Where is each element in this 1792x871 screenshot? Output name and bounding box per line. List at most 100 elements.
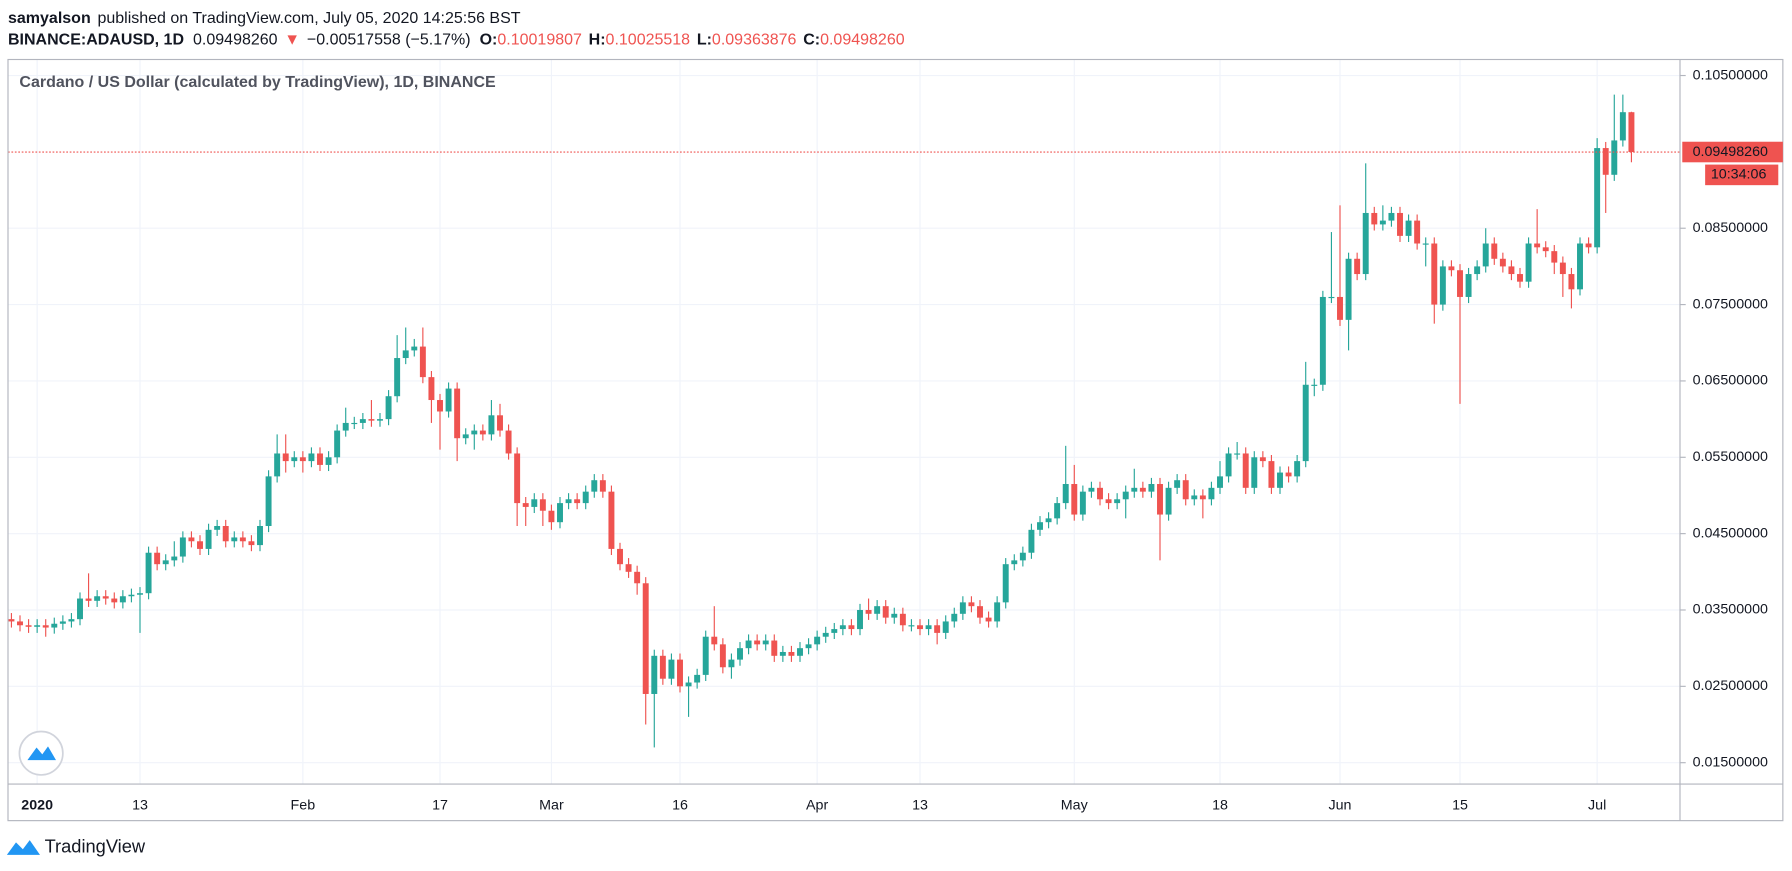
y-tick-label: 0.01500000: [1693, 754, 1768, 770]
candle: [934, 619, 941, 645]
candle-body: [377, 419, 383, 421]
candle: [342, 407, 349, 437]
candle-body: [1534, 243, 1541, 248]
candle-body: [531, 499, 538, 507]
candle-body: [1139, 487, 1146, 492]
candle-body: [582, 491, 589, 504]
candle: [745, 634, 752, 655]
candle-body: [1414, 220, 1421, 244]
candle: [1405, 214, 1412, 242]
y-tick-label: 0.04500000: [1693, 525, 1768, 541]
candle: [394, 335, 401, 403]
candle: [977, 600, 983, 624]
candle: [171, 541, 178, 567]
candle-body: [1182, 480, 1189, 500]
candle-body: [445, 388, 452, 412]
candle-body: [539, 499, 546, 511]
candle: [1577, 237, 1583, 296]
candle: [685, 676, 692, 717]
candle-body: [882, 606, 889, 618]
candle: [119, 590, 126, 609]
candle: [1465, 267, 1472, 304]
candle: [1568, 267, 1575, 309]
candle-body: [1002, 564, 1009, 603]
candle: [1439, 260, 1446, 311]
candle: [1028, 523, 1035, 559]
candle-body: [1628, 112, 1635, 153]
candle: [291, 451, 298, 468]
candle: [1242, 447, 1249, 494]
x-tick-label: 13: [132, 798, 148, 814]
candle-body: [1122, 491, 1129, 500]
candle: [1542, 241, 1549, 258]
candle-body: [1491, 243, 1498, 259]
candle-body: [1217, 476, 1223, 488]
candle: [1585, 237, 1592, 254]
candle: [437, 393, 443, 450]
candle: [968, 596, 975, 613]
candle: [274, 434, 281, 483]
candle: [1371, 206, 1378, 231]
candle-body: [85, 598, 92, 601]
candle: [248, 535, 255, 552]
footer-brand: TradingView: [45, 836, 146, 857]
candle: [51, 617, 58, 634]
candle-body: [642, 583, 649, 694]
x-tick-label: Feb: [291, 798, 316, 814]
candle: [565, 493, 572, 510]
candle-body: [471, 430, 478, 435]
x-tick-label: Jul: [1588, 798, 1606, 814]
candle: [428, 371, 435, 423]
candle: [497, 403, 503, 437]
candle-body: [145, 552, 152, 594]
candle-body: [908, 625, 915, 627]
candle-body: [668, 659, 675, 679]
candle: [899, 607, 906, 632]
candle-body: [857, 609, 863, 630]
candle: [1311, 378, 1318, 397]
candle: [951, 607, 958, 628]
candle: [479, 424, 486, 441]
candle-body: [1337, 296, 1343, 320]
candle: [805, 638, 812, 655]
published: published on TradingView.com, July 05, 2…: [97, 10, 520, 27]
header-line-1: samyalson published on TradingView.com, …: [8, 10, 521, 27]
candle: [839, 619, 846, 636]
candle: [317, 447, 323, 472]
candle: [651, 649, 658, 748]
candle-body: [702, 636, 709, 675]
candle: [1002, 558, 1009, 609]
price-label-box: [1682, 141, 1783, 163]
candle-body: [959, 602, 966, 614]
close-label: C:: [803, 32, 820, 49]
candle-body: [1371, 212, 1378, 225]
candle: [985, 611, 992, 628]
candle: [162, 554, 169, 571]
candle-body: [659, 655, 666, 679]
candle: [1054, 496, 1061, 525]
candle-body: [1465, 274, 1472, 297]
candle-body: [1594, 148, 1601, 248]
candle-body: [34, 625, 41, 627]
header-line-2: BINANCE:ADAUSD, 1D 0.09498260 ▼ −0.00517…: [8, 32, 905, 49]
x-tick-label: May: [1061, 798, 1089, 814]
candle: [1559, 256, 1566, 297]
candle: [137, 587, 143, 633]
candle: [831, 622, 838, 640]
candle: [891, 607, 898, 624]
candle: [411, 338, 418, 357]
candle: [1457, 264, 1463, 404]
candle: [634, 565, 641, 595]
candle: [102, 590, 109, 605]
candle-body: [462, 434, 469, 439]
chart-title: Cardano / US Dollar (calculated by Tradi…: [19, 74, 496, 91]
candle-body: [1071, 484, 1078, 515]
candle-body: [1602, 148, 1609, 175]
candle: [1062, 445, 1069, 510]
candle-body: [1431, 243, 1438, 305]
candle-body: [1028, 529, 1035, 553]
candle-body: [394, 358, 401, 397]
candle-body: [1499, 258, 1506, 267]
candle: [197, 535, 203, 556]
y-tick-label: 0.03500000: [1693, 602, 1768, 618]
